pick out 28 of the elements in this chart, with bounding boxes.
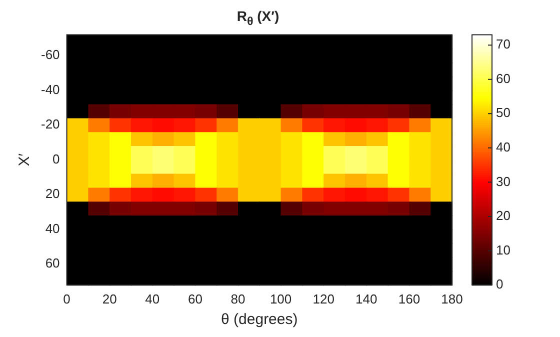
- color-bar-label: 60: [496, 70, 510, 86]
- y-axis-title: X′: [16, 153, 34, 166]
- y-tick-label: -60: [40, 47, 60, 62]
- color-bar-label: 40: [496, 139, 510, 154]
- color-bar-label: 70: [496, 36, 510, 52]
- chart-title: R$_{θ}$ (X′): [236, 8, 280, 28]
- x-tick-label: 180: [441, 291, 463, 306]
- y-tick-label: 0: [52, 151, 60, 166]
- x-tick-label: 100: [270, 291, 292, 306]
- color-bar-label: 20: [496, 208, 510, 224]
- y-tick-label: 40: [45, 220, 60, 236]
- x-tick-label: 60: [188, 291, 202, 306]
- x-tick-label: 40: [145, 291, 160, 306]
- x-tick-label: 120: [312, 291, 334, 306]
- y-tick-label: 20: [45, 186, 60, 202]
- x-tick-label: 80: [230, 291, 246, 306]
- y-tick-label: 60: [45, 256, 60, 271]
- x-axis-title: θ (degrees): [221, 311, 298, 328]
- x-tick-label: 0: [63, 291, 70, 306]
- y-tick-label: -20: [40, 116, 60, 132]
- x-tick-label: 160: [398, 291, 420, 306]
- color-bar-label: 30: [496, 174, 510, 189]
- color-bar-label: 10: [496, 242, 510, 258]
- color-bar-label: 50: [496, 105, 510, 120]
- x-tick-label: 140: [356, 291, 378, 306]
- x-tick-label: 20: [102, 291, 117, 306]
- color-bar-label: 0: [496, 276, 504, 292]
- y-tick-label: -40: [40, 82, 60, 97]
